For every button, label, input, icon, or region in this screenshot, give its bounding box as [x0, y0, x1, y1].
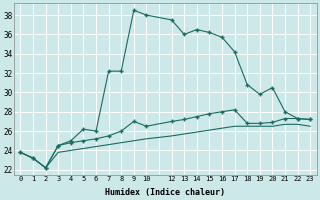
X-axis label: Humidex (Indice chaleur): Humidex (Indice chaleur) — [105, 188, 225, 197]
